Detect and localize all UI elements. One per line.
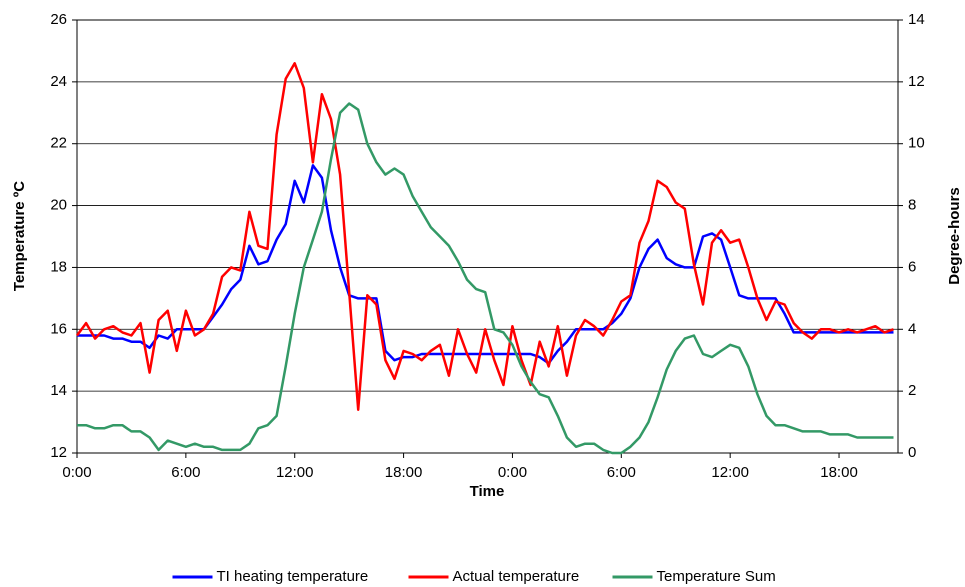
y2-tick-label: 0 (908, 444, 916, 461)
y-tick-label: 12 (50, 444, 67, 461)
x-tick-label: 6:00 (607, 464, 636, 481)
y2-tick-label: 10 (908, 135, 925, 152)
y-tick-label: 26 (50, 11, 67, 28)
y2-tick-label: 12 (908, 73, 925, 90)
series-line (77, 102, 894, 455)
y2-tick-label: 6 (908, 258, 916, 275)
y-tick-label: 16 (50, 320, 67, 337)
y-axis-title: Temperature ºC (11, 181, 28, 291)
legend-label: Actual temperature (453, 568, 580, 585)
x-tick-label: 12:00 (276, 464, 314, 481)
y2-tick-label: 4 (908, 320, 916, 337)
y-tick-label: 22 (50, 135, 67, 152)
y-tick-label: 14 (50, 382, 67, 399)
y2-axis-title: Degree-hours (946, 187, 963, 285)
y2-tick-label: 14 (908, 11, 925, 28)
x-axis-title: Time (470, 483, 505, 500)
y-tick-label: 20 (50, 197, 67, 214)
x-tick-label: 18:00 (820, 464, 858, 481)
x-tick-label: 12:00 (711, 464, 749, 481)
y2-tick-label: 8 (908, 197, 916, 214)
series-line (75, 62, 894, 411)
legend-label: TI heating temperature (217, 568, 369, 585)
x-tick-label: 0:00 (62, 464, 91, 481)
y-tick-label: 24 (50, 73, 67, 90)
legend-label: Temperature Sum (657, 568, 776, 585)
x-tick-label: 18:00 (385, 464, 423, 481)
y2-tick-label: 2 (908, 382, 916, 399)
x-tick-label: 0:00 (498, 464, 527, 481)
x-tick-label: 6:00 (171, 464, 200, 481)
y-tick-label: 18 (50, 258, 67, 275)
plot-frame (76, 19, 899, 454)
